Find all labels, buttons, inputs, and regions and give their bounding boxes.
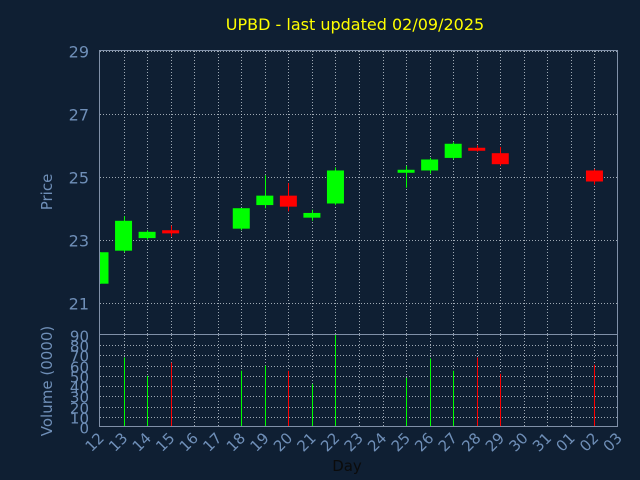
price-tick-label: 23 <box>69 232 89 251</box>
volume-series <box>124 335 595 427</box>
candle-body <box>100 252 109 284</box>
price-tick-label: 25 <box>69 169 89 188</box>
candlestick-series <box>100 142 603 284</box>
candle-body <box>138 231 156 239</box>
volume-tick-label: 70 <box>70 348 89 366</box>
volume-tick-label: 40 <box>70 379 89 397</box>
candle-body <box>303 212 321 218</box>
volume-tick-label: 10 <box>70 410 89 428</box>
candle-body <box>491 153 509 165</box>
candle-body <box>468 147 486 151</box>
price-tick-label: 29 <box>69 43 89 62</box>
candle-body <box>326 170 344 204</box>
chart-title: UPBD - last updated 02/09/2025 <box>226 15 484 34</box>
volume-panel-frame <box>99 334 618 427</box>
volume-tick-label: 20 <box>70 400 89 418</box>
volume-tick-label: 60 <box>70 359 89 377</box>
volume-tick-label: 50 <box>70 369 89 387</box>
price-axis-label: Price <box>38 174 56 211</box>
candle-body <box>279 195 297 207</box>
volume-tick-label: 0 <box>79 420 89 438</box>
candle-body <box>444 143 462 158</box>
volume-tick-label: 30 <box>70 389 89 407</box>
volume-tick-label: 90 <box>70 328 89 346</box>
candle-body <box>256 195 274 206</box>
volume-tick-label: 80 <box>70 338 89 356</box>
volume-axis-label: Volume (0000) <box>38 326 56 436</box>
candle-body <box>421 159 439 171</box>
price-tick-label: 21 <box>69 295 89 314</box>
price-tick-label: 27 <box>69 106 89 125</box>
candle-body <box>162 230 180 234</box>
candle-body <box>585 170 603 182</box>
x-axis-label: Day <box>332 457 362 475</box>
price-tick-labels: 21 23 25 27 29 <box>69 43 89 314</box>
candle-body <box>397 169 415 173</box>
x-tick-labels: 1213141516171819202122232425262728293031… <box>82 429 626 455</box>
candle-body <box>232 208 250 229</box>
candle-body <box>115 220 133 251</box>
